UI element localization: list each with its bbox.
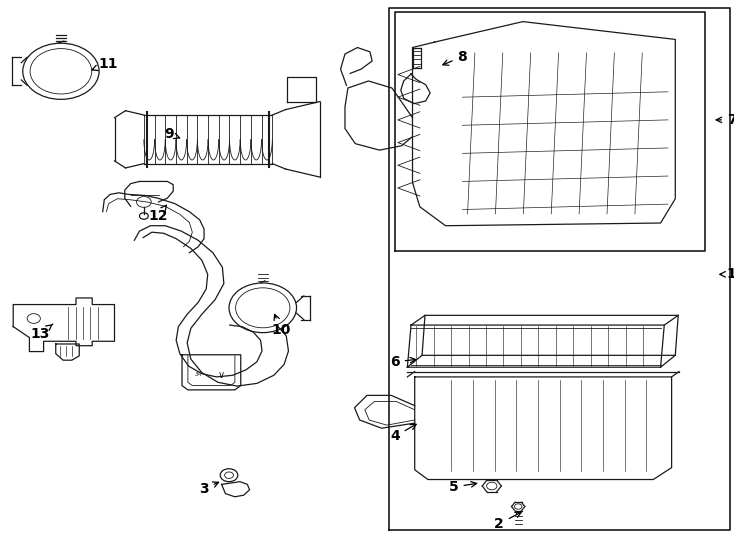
Text: 10: 10: [272, 314, 291, 338]
Text: 5: 5: [448, 480, 476, 494]
Text: 7: 7: [716, 113, 734, 127]
Text: 1: 1: [720, 267, 734, 281]
Text: 8: 8: [443, 50, 468, 65]
Text: ∨: ∨: [217, 370, 225, 380]
Text: 13: 13: [31, 324, 53, 341]
Text: 2: 2: [494, 512, 521, 531]
Text: 9: 9: [164, 127, 180, 141]
Text: 6: 6: [390, 355, 415, 369]
Text: 12: 12: [148, 205, 167, 223]
Text: 3A: 3A: [195, 373, 203, 377]
Text: 11: 11: [92, 57, 118, 71]
Text: 4: 4: [390, 424, 416, 443]
Text: 3: 3: [199, 482, 219, 496]
